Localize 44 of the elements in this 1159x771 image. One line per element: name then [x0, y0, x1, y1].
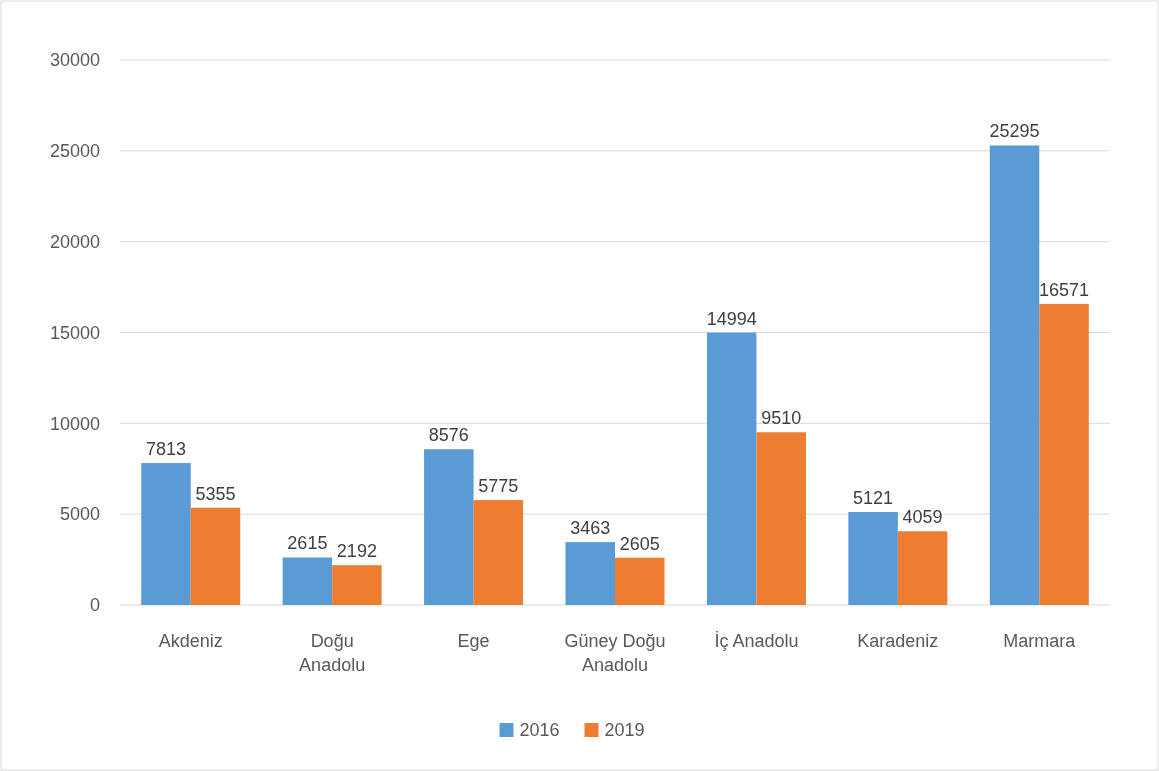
- data-label: 2192: [336, 541, 377, 562]
- legend-label: 2016: [519, 720, 560, 741]
- y-tick-label: 10000: [49, 413, 100, 434]
- x-tick-label: Karadeniz: [857, 631, 939, 651]
- data-label: 25295: [989, 121, 1040, 142]
- x-tick-label: İç Anadolu: [714, 631, 799, 651]
- y-tick-label: 25000: [49, 141, 100, 162]
- data-label: 2615: [287, 533, 328, 554]
- y-tick-label: 5000: [59, 504, 100, 525]
- data-label: 14994: [706, 308, 757, 329]
- data-label: 5355: [195, 483, 236, 504]
- bar: [756, 432, 806, 605]
- data-label: 4059: [902, 507, 943, 528]
- data-label: 3463: [570, 518, 611, 539]
- bar: [332, 565, 382, 605]
- bar: [1039, 303, 1089, 605]
- x-tick-label: Marmara: [1003, 631, 1077, 651]
- x-tick-label: Güney Doğu Anadolu: [564, 631, 666, 675]
- data-label: 16571: [1039, 279, 1090, 300]
- y-tick-label: 15000: [49, 322, 100, 343]
- legend-label: 2019: [604, 720, 645, 741]
- bar: [897, 531, 948, 605]
- x-tick-label: Doğu Anadolu: [299, 631, 366, 675]
- data-label: 9510: [761, 408, 802, 429]
- bar: [706, 332, 757, 605]
- bar: [989, 145, 1040, 605]
- y-tick-label: 0: [89, 595, 100, 616]
- data-label: 8576: [428, 425, 469, 446]
- data-label: 5121: [853, 487, 894, 508]
- bar: [473, 500, 524, 605]
- bar: [848, 511, 898, 605]
- y-tick-label: 30000: [49, 50, 100, 71]
- x-tick-label: Akdeniz: [158, 631, 223, 651]
- data-label: 7813: [145, 439, 186, 460]
- bar: [615, 557, 665, 605]
- data-label: 5775: [478, 476, 519, 497]
- bar: [190, 507, 241, 605]
- bar: [424, 449, 474, 605]
- data-label: 2605: [619, 533, 660, 554]
- x-tick-label: Ege: [457, 631, 490, 651]
- bar: [282, 557, 333, 605]
- bar: [565, 542, 615, 605]
- bar: [141, 463, 191, 605]
- y-tick-label: 20000: [49, 231, 100, 252]
